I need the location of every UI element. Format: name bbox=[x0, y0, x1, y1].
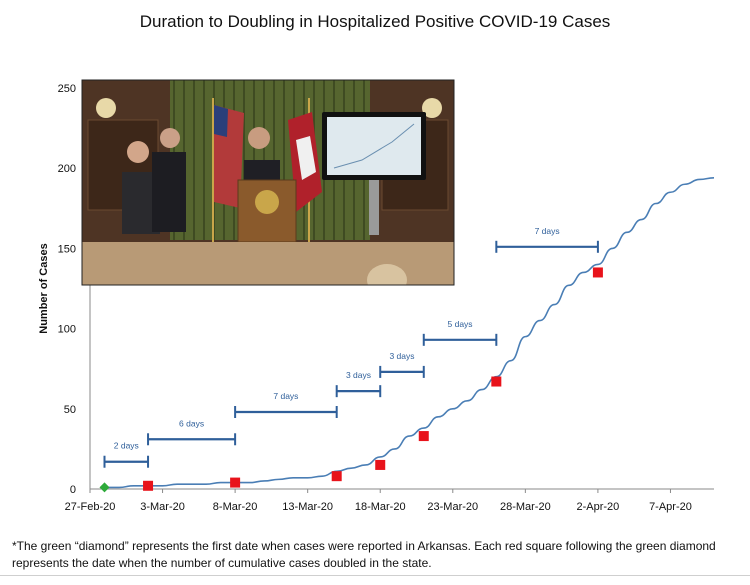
monitor-graph bbox=[333, 123, 415, 169]
first-case-marker bbox=[99, 482, 110, 493]
person-body bbox=[152, 152, 186, 232]
chart-title: Duration to Doubling in Hospitalized Pos… bbox=[139, 12, 611, 31]
podium-seal bbox=[255, 190, 279, 214]
interval-label: 7 days bbox=[535, 226, 560, 236]
x-tick-label: 2-Apr-20 bbox=[577, 501, 620, 513]
doubling-marker bbox=[143, 480, 154, 491]
doubling-marker bbox=[375, 459, 386, 470]
y-tick-label: 200 bbox=[58, 163, 76, 175]
photo-border bbox=[81, 79, 455, 286]
person-head bbox=[160, 128, 180, 148]
x-tick-label: 18-Mar-20 bbox=[355, 501, 406, 513]
x-tick-label: 8-Mar-20 bbox=[213, 501, 258, 513]
doubling-interval: 5 days bbox=[422, 319, 498, 346]
interval-label: 5 days bbox=[448, 319, 473, 329]
y-tick-label: 0 bbox=[70, 484, 76, 496]
interval-label: 2 days bbox=[114, 441, 139, 451]
doubling-marker bbox=[418, 431, 429, 442]
y-tick-label: 50 bbox=[64, 404, 76, 416]
interval-label: 6 days bbox=[179, 418, 204, 428]
series-line bbox=[104, 177, 715, 489]
doubling-interval: 6 days bbox=[147, 418, 237, 446]
doubling-marker bbox=[491, 376, 502, 387]
footnote: *The green “diamond” represents the firs… bbox=[12, 539, 716, 570]
x-tick-label: 27-Feb-20 bbox=[65, 501, 116, 513]
doubling-interval: 3 days bbox=[379, 351, 425, 378]
doubling-interval: 7 days bbox=[495, 226, 599, 253]
x-tick-label: 23-Mar-20 bbox=[427, 501, 478, 513]
plot-area: 2 days 6 days 7 days 3 days 3 days 5 days 7 da… bbox=[99, 177, 715, 493]
y-tick-label: 150 bbox=[58, 243, 76, 255]
doubling-interval: 7 days bbox=[234, 391, 338, 419]
audience-head bbox=[367, 264, 407, 285]
photo-scene bbox=[82, 80, 454, 285]
axes: 0 50 100 150 200 250 Number of Cases 27-Feb-20 3… bbox=[38, 83, 714, 513]
doubling-interval: 2 days bbox=[103, 441, 150, 468]
doubling-interval: 3 days bbox=[335, 370, 382, 398]
doubling-marker bbox=[592, 267, 603, 278]
interval-label: 3 days bbox=[389, 351, 414, 361]
x-tick-label: 28-Mar-20 bbox=[500, 501, 551, 513]
y-tick-label: 100 bbox=[58, 324, 76, 336]
person-head bbox=[127, 141, 149, 163]
person-head bbox=[248, 127, 270, 149]
lamp-glow bbox=[96, 98, 116, 118]
doubling-marker bbox=[230, 477, 241, 488]
monitor-stand bbox=[369, 180, 379, 235]
interval-label: 3 days bbox=[346, 370, 371, 380]
state-flag-diamond bbox=[296, 136, 316, 180]
x-tick-label: 13-Mar-20 bbox=[282, 501, 333, 513]
divider bbox=[0, 575, 750, 576]
doubling-marker bbox=[331, 471, 342, 482]
x-tick-label: 3-Mar-20 bbox=[140, 501, 185, 513]
y-tick-label: 250 bbox=[58, 83, 76, 95]
y-axis-label: Number of Cases bbox=[38, 243, 50, 333]
interval-label: 7 days bbox=[273, 391, 298, 401]
x-tick-label: 7-Apr-20 bbox=[649, 501, 692, 513]
flag-pole bbox=[212, 98, 214, 248]
lamp-glow bbox=[422, 98, 442, 118]
us-flag-canton bbox=[214, 105, 228, 137]
press-conference-photo bbox=[81, 79, 455, 286]
